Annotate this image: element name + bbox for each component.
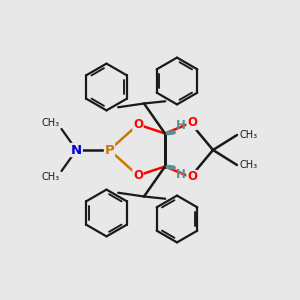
Text: CH₃: CH₃ (239, 130, 257, 140)
Text: H: H (176, 168, 185, 182)
Text: CH₃: CH₃ (42, 118, 60, 128)
Text: H: H (176, 118, 185, 132)
Text: CH₃: CH₃ (239, 160, 257, 170)
Text: P: P (105, 143, 114, 157)
Text: O: O (133, 169, 143, 182)
Text: O: O (187, 116, 197, 130)
Text: N: N (71, 143, 82, 157)
Text: O: O (187, 170, 197, 184)
Text: CH₃: CH₃ (42, 172, 60, 182)
Text: O: O (133, 118, 143, 131)
